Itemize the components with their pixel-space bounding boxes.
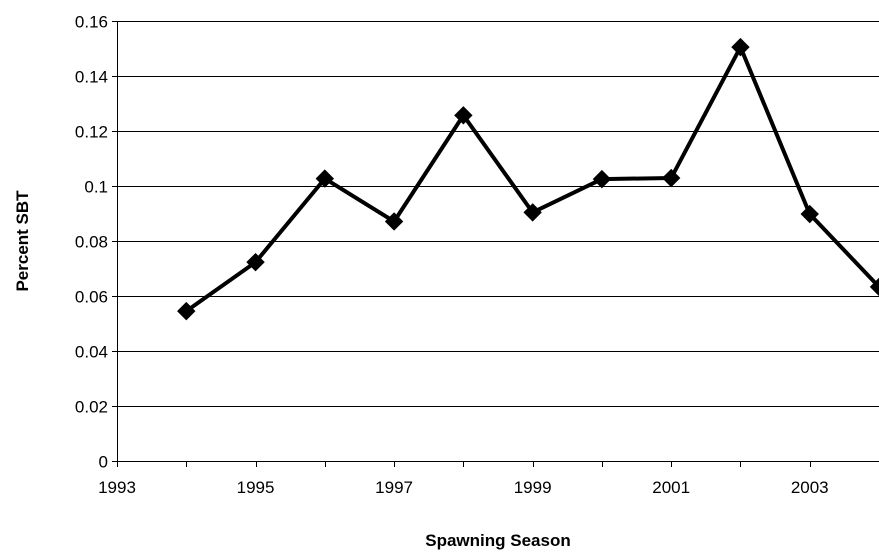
y-tick-label: 0 — [99, 453, 108, 472]
y-tick-label: 0.14 — [75, 68, 108, 87]
x-tick-label: 2001 — [652, 478, 690, 497]
data-point — [592, 169, 612, 189]
data-point — [315, 169, 335, 188]
y-tick-label: 0.08 — [75, 233, 108, 252]
gridlines — [117, 21, 879, 407]
x-tick-label: 1993 — [98, 478, 136, 497]
data-point — [869, 277, 879, 297]
y-tick-label: 0.1 — [84, 178, 108, 197]
x-axis-title: Spawning Season — [425, 531, 570, 550]
data-point — [731, 37, 750, 57]
data-point — [177, 301, 196, 321]
series — [177, 37, 879, 321]
y-tick-label: 0.04 — [75, 343, 108, 362]
data-point — [661, 168, 681, 188]
data-point — [523, 203, 542, 222]
data-point — [454, 106, 473, 125]
x-tick-label: 2003 — [791, 478, 829, 497]
axes — [112, 21, 879, 467]
data-point — [800, 204, 819, 224]
series-line — [185, 45, 879, 313]
x-tick-label: 1997 — [375, 478, 413, 497]
data-point — [384, 212, 404, 231]
x-tick-label: 1995 — [237, 478, 275, 497]
data-point — [246, 252, 265, 272]
y-tick-label: 0.12 — [75, 123, 108, 142]
y-tick-label: 0.16 — [75, 13, 108, 32]
y-tick-label: 0.02 — [75, 398, 108, 417]
tick-labels: 0 0.02 0.04 0.06 0.08 0.1 0.12 0.14 0.16 1993 1995… — [75, 13, 829, 498]
y-axis-title: Percent SBT — [13, 190, 32, 292]
y-tick-label: 0.06 — [75, 288, 108, 307]
x-tick-label: 1999 — [514, 478, 552, 497]
